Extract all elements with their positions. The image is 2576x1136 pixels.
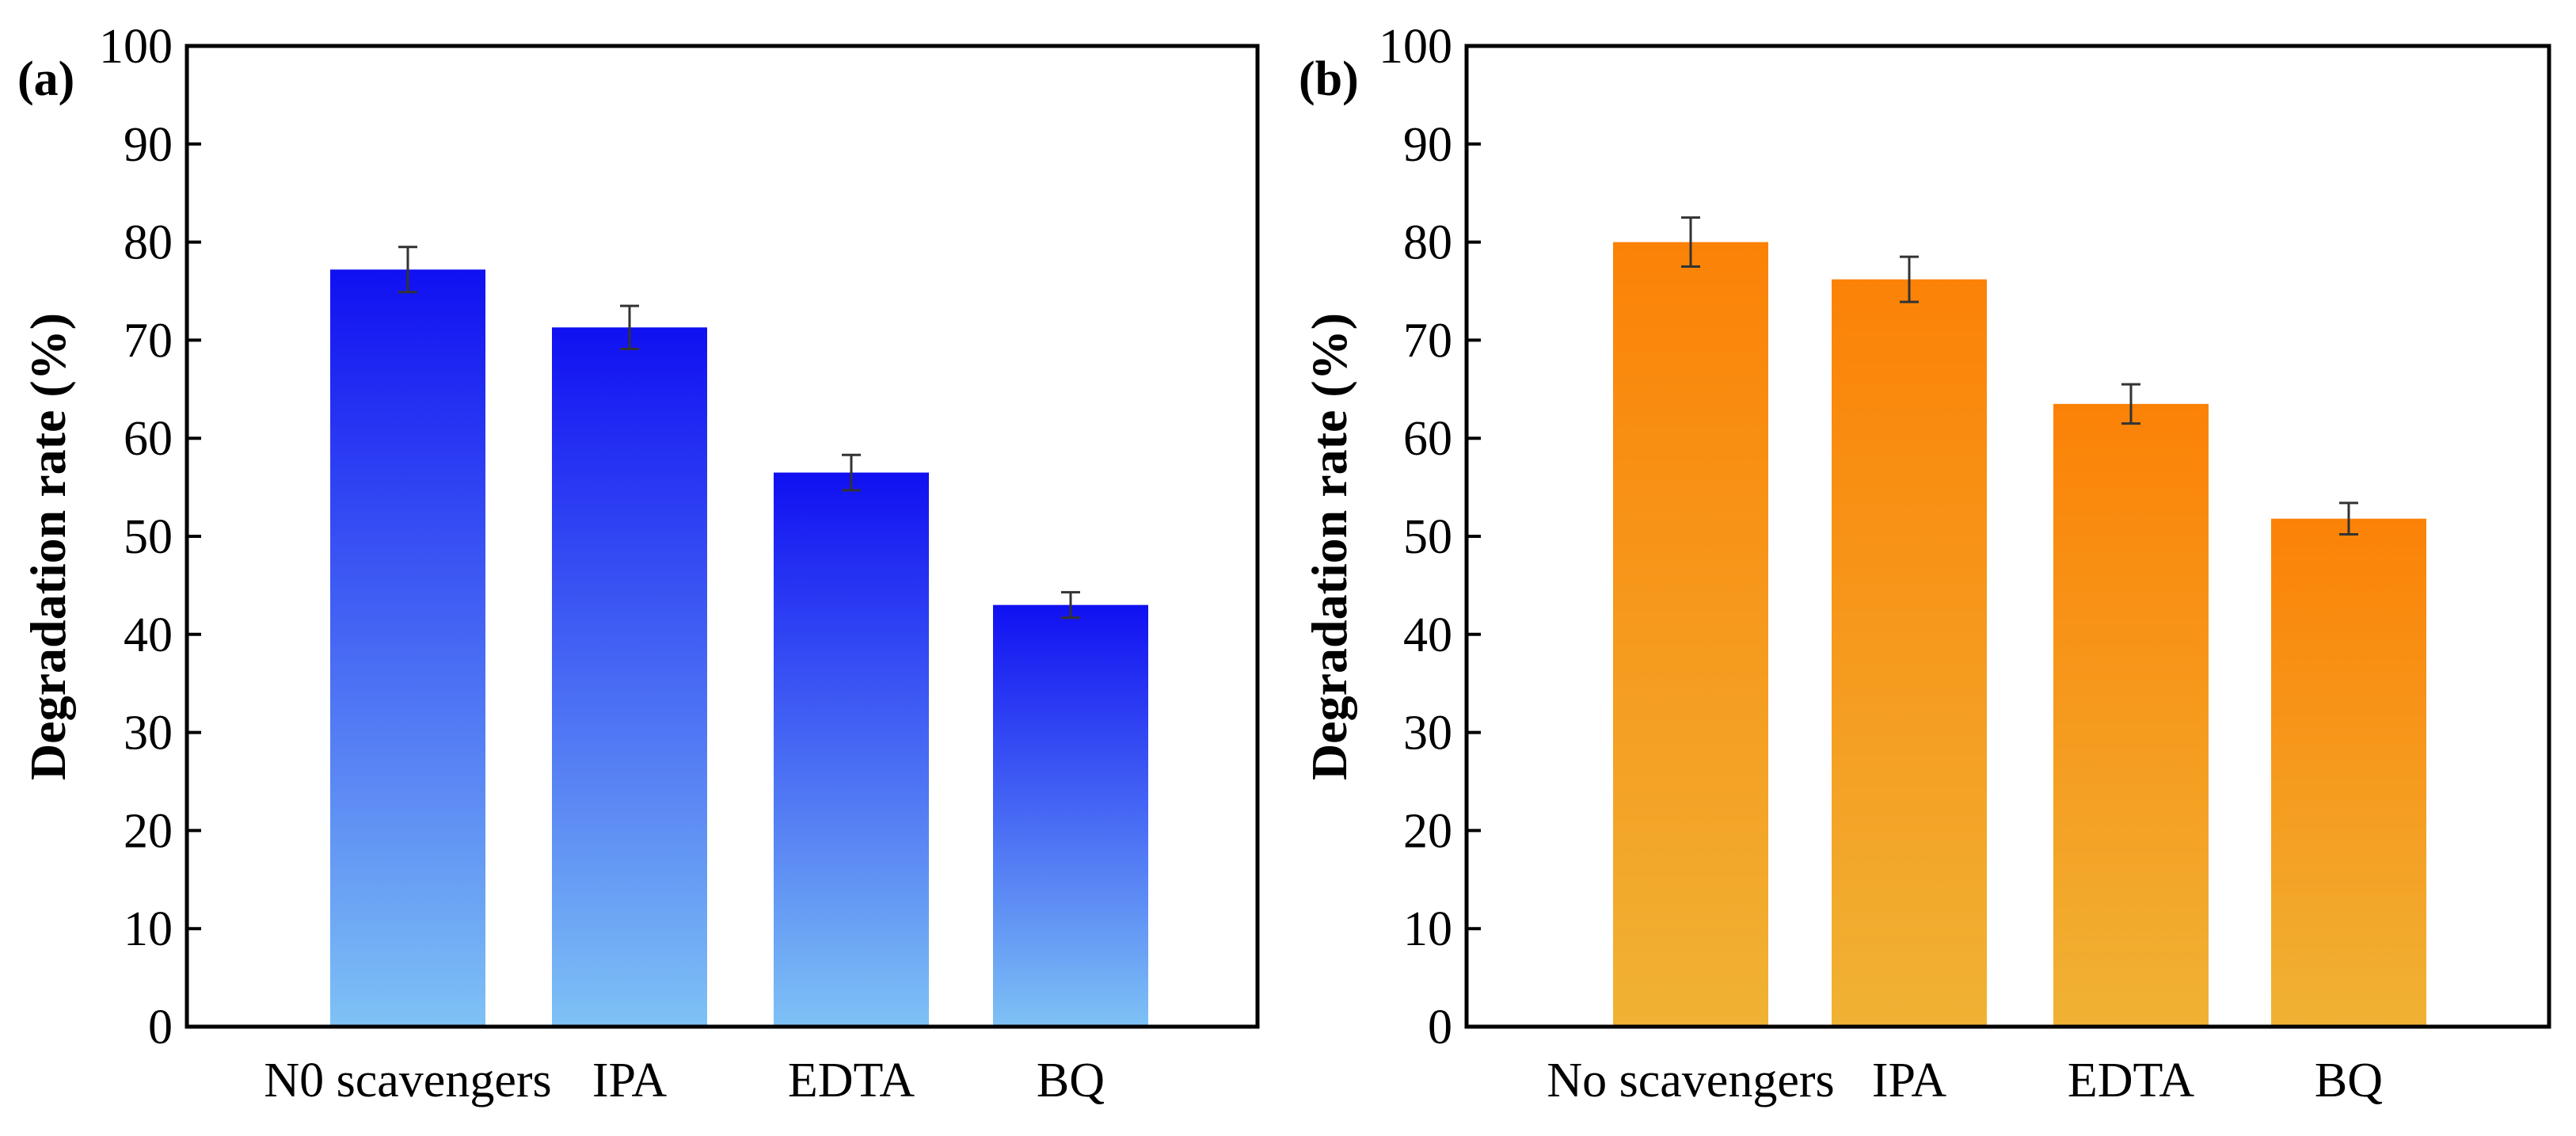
bar-a-2 — [552, 327, 707, 1027]
error-bars-b — [1681, 216, 2358, 536]
y-axis-title-b: Degradation rate (%) — [1301, 313, 1357, 780]
bar-a-4 — [993, 604, 1148, 1027]
error-bar-a-3 — [842, 453, 861, 492]
error-bar-b-1 — [1681, 216, 1700, 269]
bars-a — [330, 269, 1148, 1027]
y-tick-label-a-90: 90 — [124, 118, 173, 172]
y-tick-label-b-20: 20 — [1403, 804, 1452, 858]
bar-b-4 — [2271, 518, 2426, 1027]
x-category-label-a-2: IPA — [592, 1054, 667, 1107]
x-category-label-a-4: BQ — [1037, 1054, 1105, 1107]
y-tick-label-b-40: 40 — [1403, 608, 1452, 662]
error-bar-a-4 — [1061, 591, 1080, 619]
y-tick-label-a-50: 50 — [124, 510, 173, 564]
error-bar-a-2 — [620, 304, 639, 351]
bar-a-3 — [774, 472, 929, 1027]
chart-panel-a: (a) Degradation rate (%) 0 10 20 30 40 50 60 70… — [17, 20, 1260, 1107]
x-category-label-a-3: EDTA — [788, 1054, 915, 1107]
error-bar-a-1 — [398, 246, 417, 294]
y-tick-label-a-70: 70 — [124, 314, 173, 368]
y-tick-label-b-100: 100 — [1379, 20, 1452, 74]
x-category-label-b-4: BQ — [2315, 1054, 2383, 1107]
y-tick-label-b-70: 70 — [1403, 314, 1452, 368]
bar-b-3 — [2053, 403, 2209, 1027]
y-axis-title-a: Degradation rate (%) — [20, 313, 76, 780]
x-category-label-b-1: No scavengers — [1547, 1054, 1834, 1107]
x-category-labels-b: No scavengers IPA EDTA BQ — [1547, 1054, 2383, 1107]
y-tick-label-b-10: 10 — [1403, 902, 1452, 956]
y-ticks-a: 0 10 20 30 40 50 60 70 80 90 100 — [99, 20, 201, 1054]
y-tick-label-a-30: 30 — [124, 707, 173, 761]
chart-panel-b: (b) Degradation rate (%) 0 10 20 30 40 50 60 70… — [1299, 20, 2551, 1107]
error-bar-b-3 — [2121, 383, 2140, 425]
panel-label-a: (a) — [17, 52, 74, 106]
plot-frame-b — [1464, 44, 2551, 1029]
y-tick-label-a-60: 60 — [124, 412, 173, 466]
y-tick-label-b-0: 0 — [1428, 1001, 1452, 1054]
y-tick-label-a-100: 100 — [99, 20, 173, 74]
y-tick-label-a-20: 20 — [124, 804, 173, 858]
y-tick-label-b-30: 30 — [1403, 707, 1452, 761]
bar-b-2 — [1832, 279, 1987, 1027]
panel-label-b: (b) — [1299, 52, 1359, 106]
y-tick-label-a-0: 0 — [148, 1001, 173, 1054]
error-bar-b-2 — [1900, 255, 1919, 303]
plot-frame-a — [185, 44, 1260, 1029]
y-tick-label-a-80: 80 — [124, 216, 173, 270]
error-bar-b-4 — [2339, 501, 2358, 536]
x-category-label-b-2: IPA — [1872, 1054, 1946, 1107]
bars-b — [1613, 242, 2426, 1027]
y-tick-label-b-60: 60 — [1403, 412, 1452, 466]
x-category-label-b-3: EDTA — [2068, 1054, 2195, 1107]
error-bars-a — [398, 246, 1080, 619]
y-ticks-b: 0 10 20 30 40 50 60 70 80 90 100 — [1379, 20, 1481, 1054]
x-category-labels-a: N0 scavengers IPA EDTA BQ — [264, 1054, 1105, 1107]
y-tick-label-b-90: 90 — [1403, 118, 1452, 172]
bar-b-1 — [1613, 242, 1768, 1027]
y-tick-label-b-80: 80 — [1403, 216, 1452, 270]
bar-a-1 — [330, 269, 485, 1027]
y-tick-label-b-50: 50 — [1403, 510, 1452, 564]
x-category-label-a-1: N0 scavengers — [264, 1054, 551, 1107]
y-tick-label-a-40: 40 — [124, 608, 173, 662]
y-tick-label-a-10: 10 — [124, 902, 173, 956]
